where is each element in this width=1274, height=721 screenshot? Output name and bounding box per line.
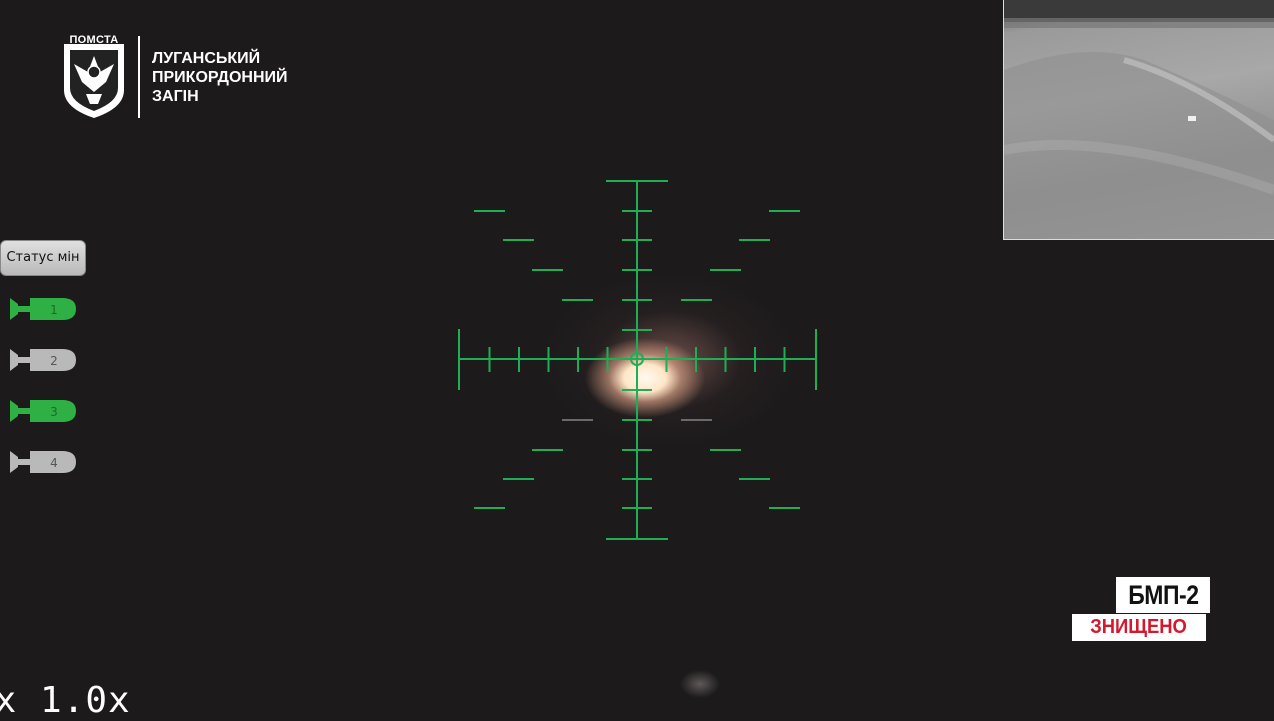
pip-terrain [1004,0,1274,239]
badge-result-text: ЗНИЩЕНО [1090,616,1188,638]
unit-name: ЛУГАНСЬКИЙ ПРИКОРДОННИЙ ЗАГІН [152,49,288,106]
pip-thermal-view [1004,0,1274,239]
mine-status-button[interactable]: Статус мін [0,240,86,276]
badge-result: ЗНИЩЕНО [1072,614,1206,641]
pip-border [1003,0,1274,240]
crosshair-icon [630,352,644,366]
zoom-readout: 0x 1.0x [0,680,131,721]
logo-small-label: ПОМСТА [69,34,119,46]
mine-3-number: 3 [50,405,58,419]
mine-4-number: 4 [50,456,58,470]
mine-2-number: 2 [50,354,58,368]
mine-1-number: 1 [50,303,58,317]
mine-3-icon: 3 [10,400,76,422]
destroyed-badge: БМП-2 ЗНИЩЕНО [1072,577,1210,643]
mine-4-icon: 4 [10,451,76,473]
badge-target-text: БМП-2 [1127,580,1199,610]
unit-name-line1: ЛУГАНСЬКИЙ [152,50,261,67]
unit-name-line3: ЗАГІН [152,88,199,105]
logo-divider [138,36,140,118]
mine-2-icon: 2 [10,349,76,371]
mine-1-icon: 1 [10,298,76,320]
trident-shield-icon [64,44,124,118]
unit-logo: ПОМСТА ЛУГАНСЬКИЙ ПРИКОРДОННИЙ ЗАГІН [62,34,302,120]
badge-target: БМП-2 [1116,577,1210,613]
unit-name-line2: ПРИКОРДОННИЙ [152,69,288,86]
